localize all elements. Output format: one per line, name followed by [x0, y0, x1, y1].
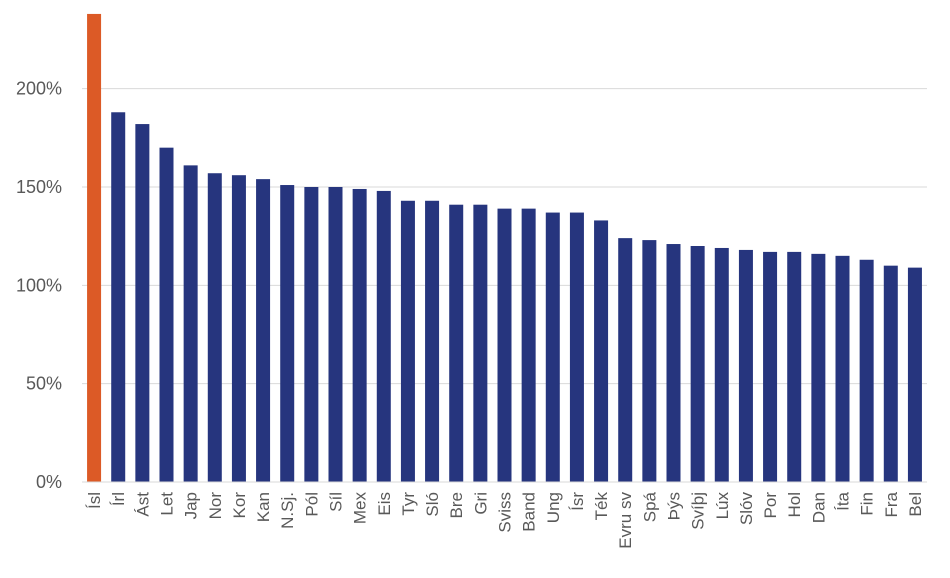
y-tick-label: 200% [16, 79, 62, 99]
bar-Spá [642, 240, 657, 482]
x-axis-tick-labels: Ísl Írl Ást Let Jap Nor Kor Kan N.Sj. Pól Síl Mex Ei… [85, 491, 925, 548]
x-tick-label: Kor [230, 492, 249, 519]
bar-Ung [545, 212, 560, 483]
bar-Kan [256, 179, 271, 482]
bar-Ást [135, 124, 150, 483]
y-tick-label: 50% [26, 374, 62, 394]
bar-Nor [207, 173, 222, 482]
x-tick-label: Sló [423, 492, 442, 517]
bar-Gri [473, 204, 488, 482]
bar-Svíþj [690, 246, 705, 482]
x-tick-label: Þýs [665, 492, 684, 520]
bar-Por [763, 251, 778, 482]
x-tick-label: Ung [544, 492, 563, 523]
x-tick-label: Mex [351, 492, 370, 525]
bar-Sló [425, 200, 440, 482]
x-tick-label: Íta [834, 491, 853, 510]
x-tick-label: Sviss [496, 492, 515, 533]
bar-Hol [787, 251, 802, 482]
y-tick-label: 0% [36, 472, 62, 492]
x-tick-label: Írl [109, 492, 128, 506]
bar-Fra [883, 265, 898, 482]
x-tick-label: Spá [640, 491, 659, 522]
bars [87, 13, 922, 483]
x-tick-label: Fin [858, 492, 877, 516]
y-tick-label: 100% [16, 275, 62, 295]
x-tick-label: Síl [327, 492, 346, 512]
x-tick-label: Slóv [737, 492, 756, 526]
bar-Jap [183, 165, 198, 482]
x-tick-label: Let [158, 492, 177, 516]
bar-Ísr [569, 212, 584, 483]
bar-Bre [449, 204, 464, 482]
bar-Pól [304, 187, 319, 482]
bar-Írl [111, 112, 126, 483]
bar-Bel [907, 267, 922, 482]
bar-Eis [376, 190, 391, 482]
x-tick-label: Svíþj [689, 492, 708, 530]
x-tick-label: Ísl [85, 492, 104, 509]
bar-Þýs [666, 244, 681, 482]
bar-Evru sv [618, 238, 633, 482]
x-tick-label: Por [761, 492, 780, 519]
bar-Ték [594, 220, 609, 482]
bar-Kor [231, 175, 246, 482]
bar-Fin [859, 259, 874, 482]
x-tick-label: Gri [471, 492, 490, 515]
x-tick-label: Tyr [399, 492, 418, 516]
bar-Band [521, 208, 536, 482]
y-tick-label: 150% [16, 177, 62, 197]
x-tick-label: Bel [906, 492, 925, 517]
x-tick-label: Ást [133, 492, 152, 517]
x-tick-label: Kan [254, 492, 273, 522]
bar-Sviss [497, 208, 512, 482]
bar-Tyr [400, 200, 415, 482]
x-tick-label: Ísr [568, 492, 587, 511]
bar-Ísl [87, 13, 102, 483]
x-tick-label: Eis [375, 492, 394, 516]
y-axis-tick-labels: 0% 50% 100% 150% 200% [16, 79, 62, 492]
x-tick-label: Jap [182, 492, 201, 519]
x-tick-label: Band [520, 492, 539, 532]
x-tick-label: Fra [882, 491, 901, 517]
bar-Let [159, 147, 174, 482]
x-tick-label: Lúx [713, 492, 732, 520]
bar-Síl [328, 187, 343, 482]
x-tick-label: Dan [809, 492, 828, 523]
bar-Lúx [714, 247, 729, 482]
x-tick-label: Ték [592, 492, 611, 521]
x-tick-label: N.Sj. [278, 492, 297, 529]
bar-Mex [352, 188, 367, 482]
bar-Dan [811, 253, 826, 482]
x-tick-label: Hol [785, 492, 804, 518]
bar-Íta [835, 255, 850, 482]
x-tick-label: Evru sv [616, 492, 635, 549]
x-tick-label: Bre [447, 492, 466, 518]
x-tick-label: Nor [206, 492, 225, 520]
x-tick-label: Pól [302, 492, 321, 517]
bar-N.Sj. [280, 185, 295, 483]
bar-Slóv [738, 249, 753, 482]
